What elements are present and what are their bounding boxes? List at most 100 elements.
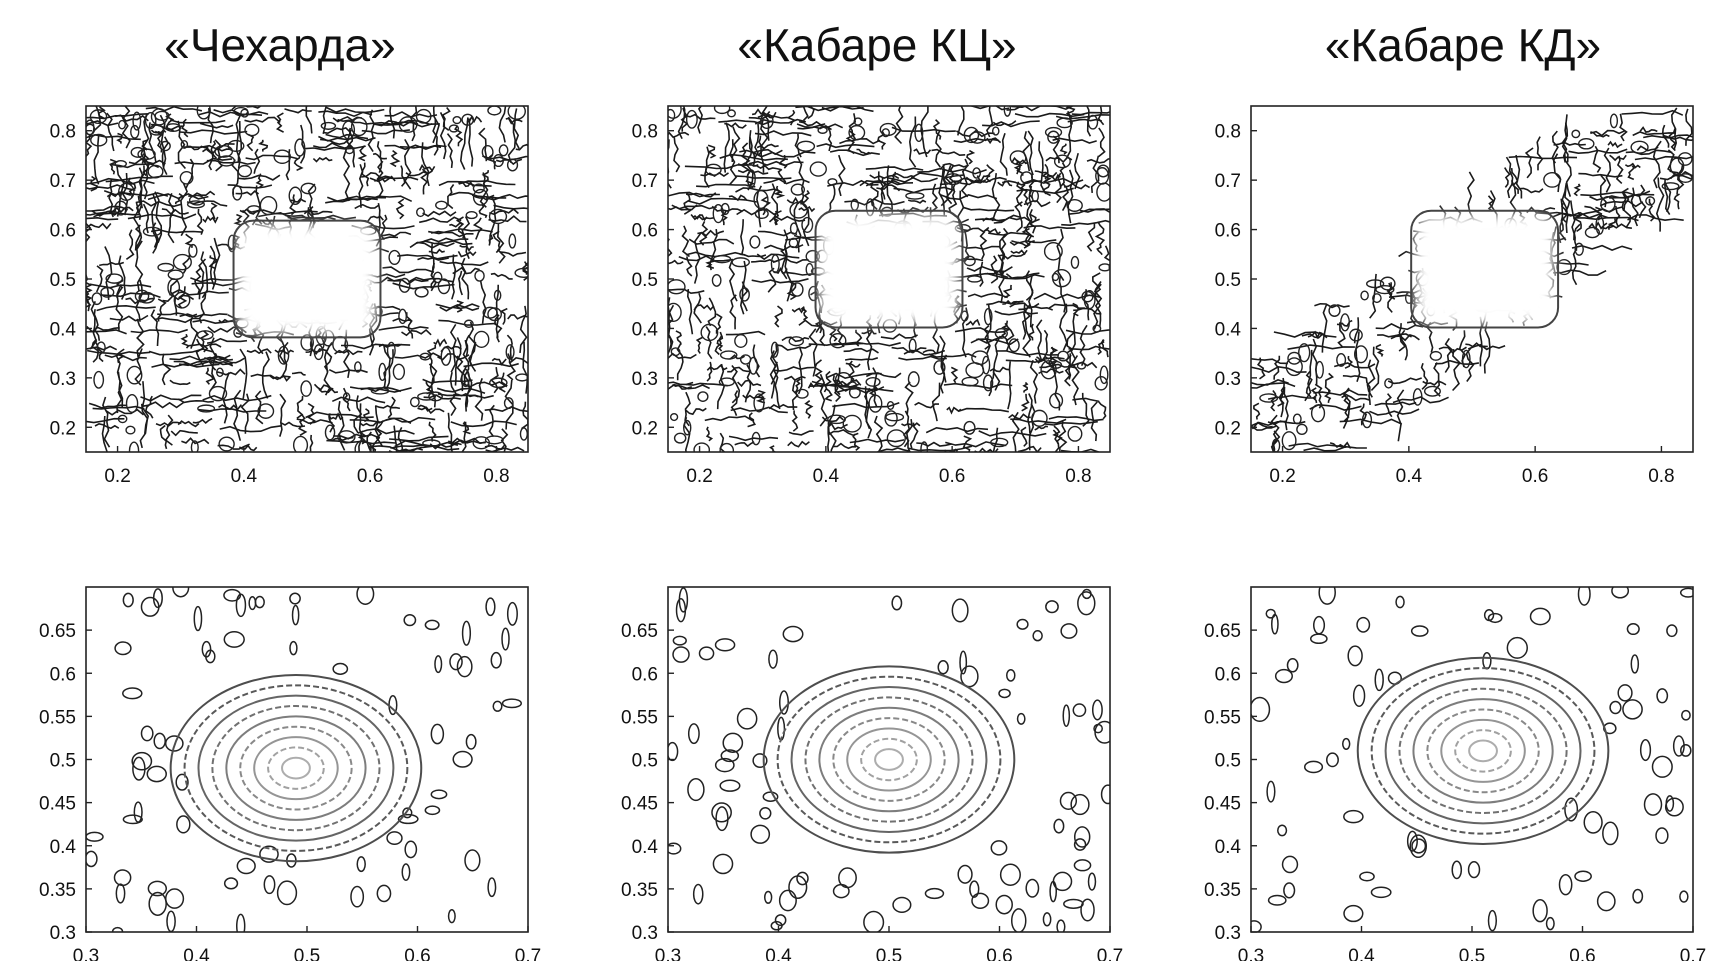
contour-line	[1607, 218, 1617, 230]
contour-loop	[1315, 360, 1324, 379]
contour-line	[684, 391, 691, 427]
contour-line	[1619, 113, 1628, 142]
contour-loop	[188, 243, 198, 258]
contour-line	[180, 333, 190, 349]
contour-line	[788, 430, 814, 436]
contour-loop	[736, 707, 758, 730]
contour-line	[1638, 184, 1647, 219]
contour-line	[945, 441, 1007, 448]
peak-contour	[818, 706, 960, 813]
contour-loop	[1361, 411, 1373, 429]
contour-line	[178, 360, 234, 367]
contour-line	[115, 286, 124, 332]
contour-line	[984, 228, 1001, 236]
contour-line	[449, 323, 457, 373]
x-tick-label: 0.4	[813, 466, 840, 487]
contour-loop	[140, 725, 154, 742]
y-tick-label: 0.55	[621, 707, 658, 728]
contour-loop	[1016, 618, 1029, 630]
contour-line	[1287, 344, 1355, 350]
contour-loop	[1645, 196, 1656, 206]
contour-line	[493, 204, 528, 210]
contour-loop	[505, 344, 515, 360]
contour-loop	[235, 913, 246, 932]
contour-line	[400, 165, 406, 187]
contour-line	[1355, 331, 1361, 382]
contour-loop	[1296, 423, 1308, 436]
contour-loop	[1630, 654, 1640, 674]
contour-line	[756, 185, 763, 228]
y-tick-label: 0.3	[50, 369, 76, 390]
contour-loop	[1318, 587, 1336, 605]
y-tick-label: 0.8	[632, 122, 658, 143]
contour-line	[1097, 400, 1107, 420]
contour-line	[897, 206, 929, 214]
contour-line	[727, 366, 751, 373]
contour-loop	[89, 109, 108, 125]
contour-loop	[409, 396, 420, 408]
contour-loop	[1622, 699, 1643, 720]
contour-loop	[114, 200, 128, 216]
contour-line	[697, 106, 703, 134]
contour-loop	[1266, 780, 1276, 803]
contour-line	[798, 319, 838, 328]
contour-loop	[1574, 242, 1584, 256]
contour-loop	[827, 178, 838, 186]
contour-loop	[750, 824, 771, 844]
x-tick-label: 0.4	[1348, 946, 1375, 961]
contour-line	[688, 238, 735, 245]
contour-loop	[790, 282, 804, 297]
contour-line	[170, 429, 198, 437]
contour-line	[787, 440, 810, 448]
contour-line	[362, 408, 370, 423]
contour-line	[139, 403, 149, 449]
contour-loop	[147, 880, 168, 897]
contour-loop	[324, 424, 336, 441]
contour-line	[318, 387, 339, 394]
contour-loop	[892, 896, 912, 913]
contour-line	[845, 130, 856, 155]
contour-line	[1369, 408, 1420, 416]
contour-line	[180, 118, 189, 138]
contour-line	[459, 117, 469, 170]
contour-line	[967, 292, 1008, 299]
contour-line	[786, 196, 805, 205]
peak-contour	[1440, 718, 1526, 783]
contour-line	[791, 410, 799, 432]
contour-loop	[678, 587, 689, 613]
contour-line	[1479, 316, 1483, 367]
contour-line	[169, 119, 226, 124]
contour-loop	[93, 370, 105, 389]
contour-loop	[668, 279, 686, 295]
contour-line	[931, 382, 941, 422]
contour-loop	[196, 106, 211, 120]
contour-line	[904, 381, 914, 415]
contour-line	[169, 379, 191, 386]
contour-loop	[1617, 684, 1633, 702]
contour-loop	[137, 148, 156, 161]
peak-boundary	[814, 209, 964, 329]
contour-line	[1615, 205, 1621, 227]
y-tick-label: 0.7	[632, 171, 658, 192]
contour-loop	[294, 138, 306, 157]
contour-loop	[1080, 898, 1095, 922]
contour-loop	[130, 146, 145, 158]
contour-line	[419, 216, 462, 224]
contour-line	[472, 217, 483, 240]
contour-line	[198, 408, 267, 413]
contour-line	[719, 432, 726, 452]
peak-contour	[860, 737, 918, 782]
contour-line	[372, 405, 381, 452]
contour-loop	[1045, 600, 1059, 614]
peak-contour	[804, 696, 974, 823]
contour-line	[958, 407, 1009, 413]
contour-line	[948, 165, 957, 192]
y-tick-label: 0.8	[1215, 122, 1241, 143]
contour-line	[135, 195, 142, 220]
contour-loop	[114, 641, 132, 656]
contour-loop	[790, 183, 806, 196]
contour-line	[221, 372, 230, 424]
contour-line	[668, 352, 697, 360]
contour-loop	[472, 183, 485, 194]
contour-loop	[943, 173, 963, 186]
